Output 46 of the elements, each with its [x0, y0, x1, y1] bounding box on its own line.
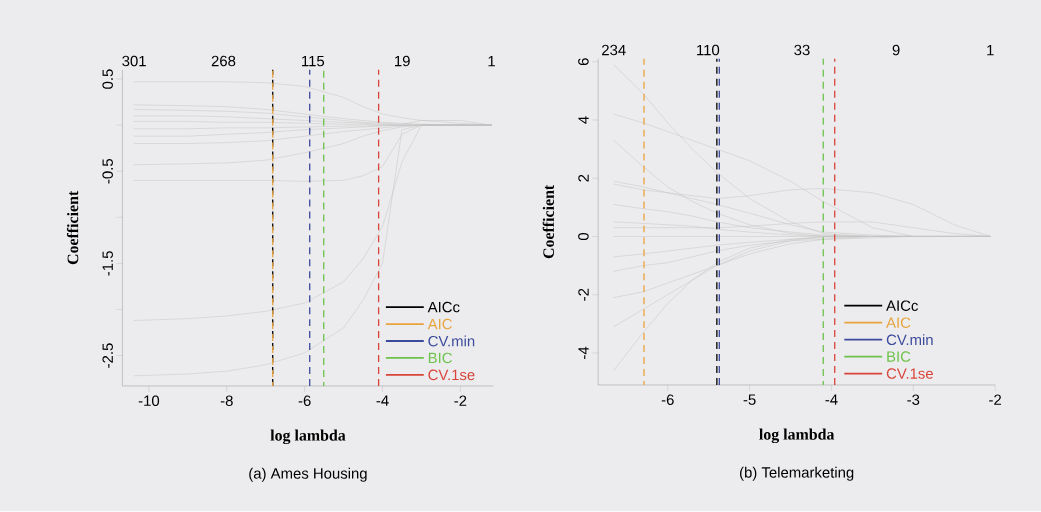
x-tick-label: -2	[454, 395, 467, 407]
text: 1	[488, 56, 495, 67]
text: 268	[211, 55, 236, 67]
y-tick-label: 2	[578, 175, 589, 182]
y-tick-label: -1.5	[102, 251, 113, 276]
text: 301	[122, 55, 146, 67]
y-tick-label: 0	[578, 233, 589, 241]
y-tick-label: -0.5	[102, 159, 113, 184]
ref-line-label: AICc	[886, 300, 918, 312]
y-axis-title: Coefficient	[66, 191, 79, 265]
text: (a) Ames Housing	[249, 467, 367, 482]
y-tick-label: -4	[578, 346, 589, 360]
y-tick-label: 0.5	[102, 69, 113, 89]
x-tick-label: -4	[825, 394, 838, 405]
ref-line-label: CV.1se	[428, 369, 475, 381]
ref-line-label: CV.1se	[886, 368, 933, 379]
y-axis-title: Coefficient	[542, 185, 554, 259]
text: (b) Telemarketing	[740, 466, 854, 481]
x-tick-label: -6	[661, 394, 674, 406]
text: 110	[697, 44, 720, 56]
y-tick-label: -2.5	[102, 343, 113, 368]
x-axis-title: log lambda	[270, 429, 346, 445]
x-axis-title: log lambda	[759, 428, 835, 444]
x-tick-label: -2	[989, 394, 1002, 406]
ref-line-label: AICc	[427, 301, 460, 313]
x-tick-label: -4	[376, 395, 389, 406]
ref-line-label: BIC	[887, 351, 911, 363]
x-tick-label: -10	[138, 395, 160, 407]
text: 115	[302, 56, 325, 67]
x-tick-label: -5	[743, 394, 756, 406]
text: 19	[395, 55, 410, 67]
ref-line-label: CV.min	[428, 335, 475, 347]
y-tick-label: -2	[578, 289, 589, 301]
y-tick-label: 4	[578, 116, 589, 124]
text: 234	[602, 44, 626, 56]
ref-line-label: CV.min	[886, 334, 933, 346]
text: 1	[987, 45, 994, 56]
x-tick-label: -8	[220, 395, 233, 407]
text: 33	[794, 44, 810, 56]
ref-line-label: AIC	[427, 318, 452, 330]
y-tick-label: 6	[578, 58, 589, 66]
ref-line-label: AIC	[886, 317, 911, 329]
x-tick-label: -6	[298, 395, 311, 407]
x-tick-label: -3	[907, 394, 920, 406]
text: 9	[892, 44, 900, 56]
ref-line-label: BIC	[428, 352, 452, 364]
